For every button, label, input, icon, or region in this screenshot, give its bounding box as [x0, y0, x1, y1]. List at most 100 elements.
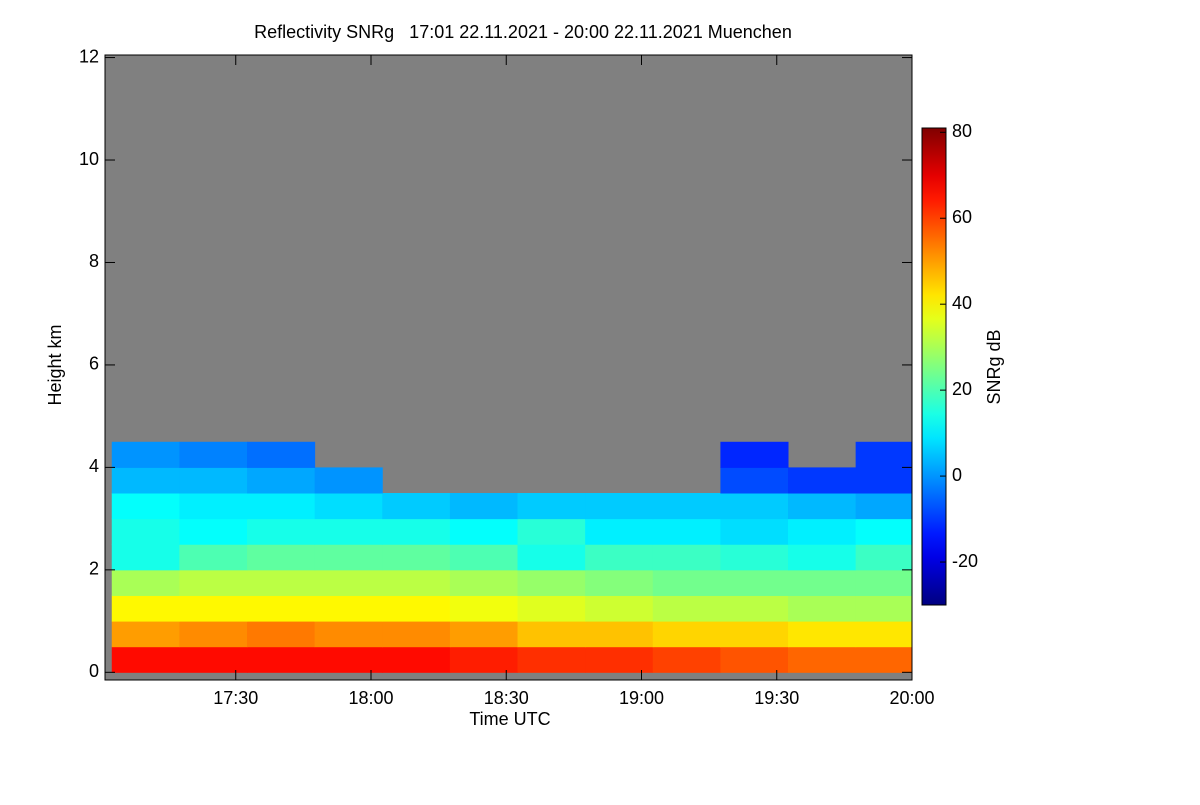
- heatmap-cell: [382, 544, 451, 571]
- heatmap-cell: [382, 621, 451, 648]
- heatmap-cell: [855, 467, 912, 494]
- heatmap-cell: [855, 544, 912, 571]
- heatmap-cell: [652, 518, 721, 545]
- y-tick-label: 12: [79, 46, 99, 66]
- heatmap-cell: [855, 441, 912, 468]
- heatmap-cell: [855, 595, 912, 622]
- chart-title: Reflectivity SNRg 17:01 22.11.2021 - 20:…: [254, 22, 792, 42]
- heatmap-cell: [314, 493, 383, 520]
- heatmap-cell: [111, 595, 180, 622]
- heatmap-cell: [788, 569, 857, 596]
- heatmap-cell: [314, 646, 383, 673]
- heatmap-cell: [314, 569, 383, 596]
- heatmap-cell: [111, 569, 180, 596]
- heatmap-cell: [585, 493, 654, 520]
- heatmap-cell: [720, 441, 789, 468]
- colorbar: [921, 127, 947, 606]
- heatmap-cell: [720, 544, 789, 571]
- heatmap-cell: [585, 544, 654, 571]
- heatmap-cell: [247, 544, 316, 571]
- heatmap-cell: [111, 621, 180, 648]
- heatmap-cell: [382, 493, 451, 520]
- heatmap-cell: [111, 518, 180, 545]
- x-tick-label: 18:00: [348, 688, 393, 708]
- heatmap-cell: [788, 493, 857, 520]
- heatmap-cell: [788, 518, 857, 545]
- heatmap-cell: [517, 621, 586, 648]
- heatmap-cell: [855, 518, 912, 545]
- heatmap-cell: [720, 569, 789, 596]
- heatmap-cell: [517, 569, 586, 596]
- heatmap-cell: [179, 621, 248, 648]
- y-tick-label: 8: [89, 251, 99, 271]
- heatmap-cell: [652, 595, 721, 622]
- heatmap-cell: [449, 518, 519, 545]
- y-tick-label: 6: [89, 354, 99, 374]
- x-tick-label: 17:30: [213, 688, 258, 708]
- heatmap-cell: [111, 493, 180, 520]
- heatmap-cell: [247, 569, 316, 596]
- y-tick-label: 0: [89, 661, 99, 681]
- y-tick-label: 2: [89, 559, 99, 579]
- heatmap-cell: [247, 441, 316, 468]
- heatmap-cell: [855, 646, 912, 673]
- x-tick-label: 18:30: [484, 688, 529, 708]
- colorbar-tick-label: 20: [952, 379, 972, 399]
- y-tick-label: 10: [79, 149, 99, 169]
- heatmap-cell: [585, 595, 654, 622]
- heatmap-cell: [788, 621, 857, 648]
- heatmap-cell: [517, 518, 586, 545]
- heatmap-cell: [179, 493, 248, 520]
- heatmap-cell: [585, 621, 654, 648]
- heatmap-cell: [382, 646, 451, 673]
- heatmap-cell: [652, 569, 721, 596]
- colorbar-label: SNRg dB: [984, 329, 1004, 404]
- heatmap-cell: [314, 544, 383, 571]
- x-tick-label: 19:30: [754, 688, 799, 708]
- x-axis-label: Time UTC: [469, 709, 550, 729]
- heatmap-cell: [247, 518, 316, 545]
- y-tick-label: 4: [89, 456, 99, 476]
- heatmap-cell: [179, 544, 248, 571]
- heatmap-cell: [179, 646, 248, 673]
- heatmap-cell: [788, 595, 857, 622]
- heatmap-cell: [517, 646, 586, 673]
- heatmap-cell: [449, 569, 519, 596]
- plot-frame: [104, 54, 913, 681]
- colorbar-tick-label: 40: [952, 293, 972, 313]
- heatmap-cell: [179, 467, 248, 494]
- heatmap-cell: [247, 595, 316, 622]
- colorbar-tick-label: 0: [952, 465, 962, 485]
- heatmap-cell: [517, 544, 586, 571]
- heatmap-cell: [855, 493, 912, 520]
- colorbar-tick-label: -20: [952, 551, 978, 571]
- heatmap-cell: [179, 518, 248, 545]
- heatmap-cell: [179, 569, 248, 596]
- heatmap-cell: [517, 595, 586, 622]
- heatmap-cell: [247, 467, 316, 494]
- heatmap-cell: [314, 621, 383, 648]
- colorbar-tick-label: 80: [952, 121, 972, 141]
- heatmap-cell: [788, 544, 857, 571]
- heatmap-cell: [720, 646, 789, 673]
- heatmap-cell: [449, 544, 519, 571]
- heatmap-cell: [314, 595, 383, 622]
- colorbar-tick-label: 60: [952, 207, 972, 227]
- heatmap-cell: [111, 544, 180, 571]
- heatmap-cell: [449, 595, 519, 622]
- heatmap-cell: [652, 646, 721, 673]
- x-tick-label: 20:00: [889, 688, 934, 708]
- heatmap-cell: [382, 518, 451, 545]
- heatmap-cell: [652, 621, 721, 648]
- x-tick-label: 19:00: [619, 688, 664, 708]
- heatmap-cell: [111, 467, 180, 494]
- y-axis-label: Height km: [45, 324, 65, 405]
- heatmap-cell: [449, 646, 519, 673]
- heatmap-cell: [449, 493, 519, 520]
- heatmap-cell: [247, 646, 316, 673]
- heatmap: [111, 441, 912, 673]
- heatmap-cell: [855, 569, 912, 596]
- heatmap-cell: [382, 595, 451, 622]
- heatmap-cell: [111, 441, 180, 468]
